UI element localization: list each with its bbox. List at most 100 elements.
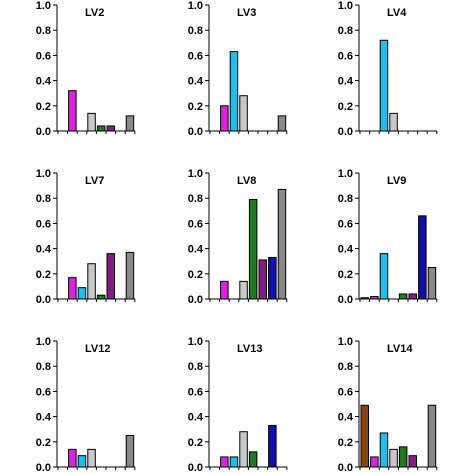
bar-lv8-7 bbox=[268, 256, 277, 300]
y-tick-label: 0.8 bbox=[188, 193, 203, 205]
panel-lv9: 0.0 0.2 0.4 0.6 0.8 1.0 LV9 bbox=[338, 168, 438, 306]
bar-lv2-4 bbox=[87, 112, 96, 132]
bar-lv3-8 bbox=[277, 115, 287, 132]
bar-lv2-2 bbox=[68, 90, 77, 132]
bar-lv13-5 bbox=[248, 451, 258, 468]
y-tick-label: 0.4 bbox=[338, 76, 354, 88]
y-tick-label: 0.2 bbox=[188, 101, 203, 113]
bar-lv4-3 bbox=[379, 39, 389, 132]
y-tick-label: 0.6 bbox=[36, 386, 51, 398]
bar-lv9-5 bbox=[398, 293, 408, 300]
y-tick-label: 0.2 bbox=[188, 437, 203, 449]
y-tick-label: 1.0 bbox=[36, 168, 51, 180]
y-tick-label: 1.0 bbox=[188, 0, 203, 12]
y-tick-label: 1.0 bbox=[36, 0, 51, 12]
y-tick-label: 0.0 bbox=[36, 294, 51, 306]
bar-lv8-4 bbox=[239, 280, 248, 300]
y-tick-label: 1.0 bbox=[36, 336, 51, 348]
bar-lv3-4 bbox=[239, 95, 248, 132]
bar-lv14-6 bbox=[408, 455, 417, 468]
bar-lv7-5 bbox=[96, 294, 106, 300]
bar-lv13-4 bbox=[239, 431, 248, 468]
bar-lv9-3 bbox=[379, 253, 389, 300]
panel-title: LV3 bbox=[237, 7, 256, 19]
panel-lv7: 0.0 0.2 0.4 0.6 0.8 1.0 LV7 bbox=[36, 168, 136, 306]
y-tick-label: 0.6 bbox=[36, 50, 51, 62]
bar-lv8-5 bbox=[248, 198, 258, 300]
y-tick-label: 0.4 bbox=[36, 412, 52, 424]
y-tick-label: 0.8 bbox=[188, 25, 203, 37]
y-tick-label: 0.6 bbox=[338, 386, 353, 398]
y-tick-label: 0.6 bbox=[188, 50, 203, 62]
panel-title: LV12 bbox=[85, 343, 110, 355]
y-tick-label: 1.0 bbox=[338, 336, 353, 348]
bar-lv7-6 bbox=[106, 253, 115, 300]
bar-lv7-2 bbox=[68, 277, 77, 300]
y-tick-label: 0.6 bbox=[188, 386, 203, 398]
panel-title: LV9 bbox=[387, 175, 406, 187]
y-tick-label: 0.0 bbox=[188, 462, 203, 474]
y-tick-label: 0.4 bbox=[338, 412, 354, 424]
panel-lv13: 0.0 0.2 0.4 0.6 0.8 1.0 LV13 bbox=[188, 336, 288, 474]
bar-lv14-1 bbox=[360, 404, 369, 468]
y-tick-label: 0.6 bbox=[338, 218, 353, 230]
panel-title: LV4 bbox=[387, 7, 407, 19]
bar-lv7-4 bbox=[87, 263, 96, 300]
bar-lv14-4 bbox=[389, 448, 398, 468]
panel-title: LV8 bbox=[237, 175, 256, 187]
y-tick-label: 0.0 bbox=[36, 462, 51, 474]
bar-lv8-6 bbox=[258, 259, 267, 300]
y-tick-label: 0.0 bbox=[188, 294, 203, 306]
y-tick-label: 0.2 bbox=[36, 269, 51, 281]
y-tick-label: 0.4 bbox=[36, 244, 52, 256]
y-tick-label: 0.6 bbox=[188, 218, 203, 230]
bar-lv14-5 bbox=[398, 446, 408, 468]
y-tick-label: 0.0 bbox=[338, 126, 353, 138]
y-tick-label: 1.0 bbox=[338, 0, 353, 12]
y-tick-label: 0.0 bbox=[188, 126, 203, 138]
panel-lv2: 0.0 0.2 0.4 0.6 0.8 1.0 LV2 bbox=[36, 0, 136, 138]
y-tick-label: 0.2 bbox=[338, 101, 353, 113]
bar-lv12-4 bbox=[87, 448, 96, 468]
bar-lv3-2 bbox=[220, 105, 229, 132]
y-tick-label: 1.0 bbox=[188, 336, 203, 348]
bar-lv7-8 bbox=[125, 251, 135, 300]
bar-lv14-2 bbox=[370, 456, 379, 468]
bar-lv9-6 bbox=[408, 293, 417, 300]
y-tick-label: 0.8 bbox=[36, 193, 51, 205]
y-tick-label: 0.4 bbox=[188, 76, 204, 88]
bar-lv8-8 bbox=[277, 188, 287, 300]
y-tick-label: 0.2 bbox=[188, 269, 203, 281]
panel-lv12: 0.0 0.2 0.4 0.6 0.8 1.0 LV12 bbox=[36, 336, 136, 474]
y-tick-label: 0.2 bbox=[338, 269, 353, 281]
bar-lv12-2 bbox=[68, 448, 77, 468]
bar-lv12-3 bbox=[77, 455, 87, 468]
y-tick-label: 0.4 bbox=[36, 76, 52, 88]
bar-lv14-8 bbox=[427, 404, 437, 468]
panel-lv4: 0.0 0.2 0.4 0.6 0.8 1.0 LV4 bbox=[338, 0, 438, 138]
bar-lv14-3 bbox=[379, 432, 389, 468]
panel-title: LV7 bbox=[85, 175, 104, 187]
y-tick-label: 0.2 bbox=[338, 437, 353, 449]
y-tick-label: 0.0 bbox=[338, 462, 353, 474]
bar-lv2-6 bbox=[106, 125, 115, 132]
bar-lv9-2 bbox=[370, 295, 379, 300]
bar-lv4-4 bbox=[389, 112, 398, 132]
panel-title: LV2 bbox=[85, 7, 104, 19]
y-tick-label: 0.8 bbox=[338, 193, 353, 205]
panel-lv8: 0.0 0.2 0.4 0.6 0.8 1.0 LV8 bbox=[188, 168, 288, 306]
y-tick-label: 0.4 bbox=[188, 244, 204, 256]
y-tick-label: 0.8 bbox=[338, 25, 353, 37]
y-tick-label: 0.4 bbox=[338, 244, 354, 256]
bar-lv9-7 bbox=[418, 215, 427, 300]
y-tick-label: 0.6 bbox=[36, 218, 51, 230]
panel-title: LV14 bbox=[387, 343, 413, 355]
y-tick-label: 0.0 bbox=[36, 126, 51, 138]
y-tick-label: 0.2 bbox=[36, 101, 51, 113]
y-tick-label: 0.8 bbox=[36, 361, 51, 373]
y-tick-label: 0.4 bbox=[188, 412, 204, 424]
y-tick-label: 0.8 bbox=[36, 25, 51, 37]
bar-lv9-1 bbox=[360, 297, 369, 300]
bar-lv2-5 bbox=[96, 125, 106, 132]
y-tick-label: 1.0 bbox=[338, 168, 353, 180]
